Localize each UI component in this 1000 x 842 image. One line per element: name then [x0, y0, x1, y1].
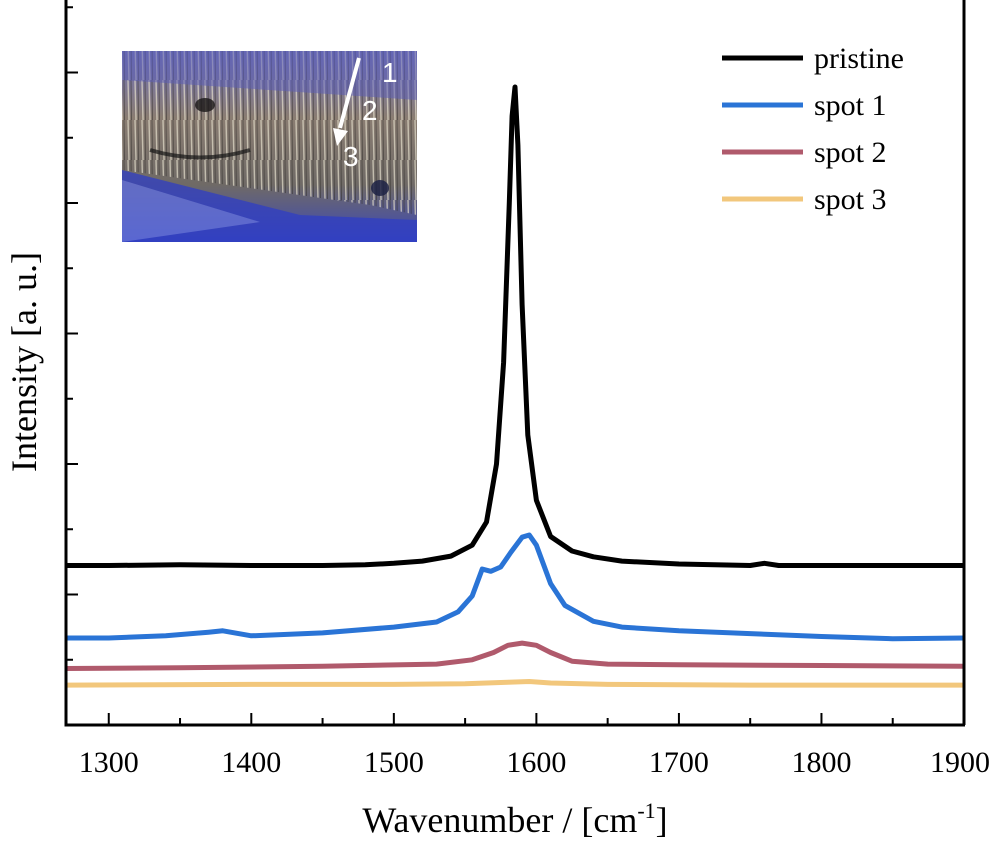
x-tick-label: 1300	[79, 746, 139, 779]
y-axis-title: Intensity [a. u.]	[4, 252, 44, 472]
x-tick-label: 1400	[221, 746, 281, 779]
x-tick-label: 1500	[364, 746, 424, 779]
x-tick-label: 1700	[649, 746, 709, 779]
x-tick-label: 1600	[506, 746, 566, 779]
inset-label-1: 1	[382, 57, 398, 88]
series-line-spot-2	[66, 640, 964, 671]
x-axis-title-sup: -1	[637, 798, 655, 823]
inset-arrow-head	[333, 128, 348, 146]
inset-label-2: 2	[362, 95, 378, 126]
inset-label-3: 3	[343, 141, 359, 172]
legend-label: spot 1	[814, 89, 887, 122]
x-tick-label: 1900	[930, 746, 990, 779]
inset-micrograph: 1 2 3	[122, 51, 417, 242]
legend-label: pristine	[814, 42, 904, 75]
x-axis-title-main: Wavenumber / [cm	[362, 800, 637, 840]
plot-frame	[64, 0, 966, 727]
inset-arrow	[338, 57, 361, 129]
series-layer	[66, 84, 964, 688]
x-axis-title: Wavenumber / [cm-1]	[362, 798, 667, 840]
legend-label: spot 2	[814, 136, 887, 169]
series-line-pristine	[66, 84, 964, 568]
x-tick-label: 1800	[791, 746, 851, 779]
series-line-spot-3	[66, 679, 964, 688]
legend-label: spot 3	[814, 183, 887, 216]
series-line-spot-1	[66, 532, 964, 642]
x-axis-title-tail: ]	[656, 800, 668, 840]
legend: pristine spot 1 spot 2 spot 3	[722, 42, 904, 216]
tick-layer: 1300 1400 1500 1600 1700 1800 1900	[66, 6, 990, 779]
